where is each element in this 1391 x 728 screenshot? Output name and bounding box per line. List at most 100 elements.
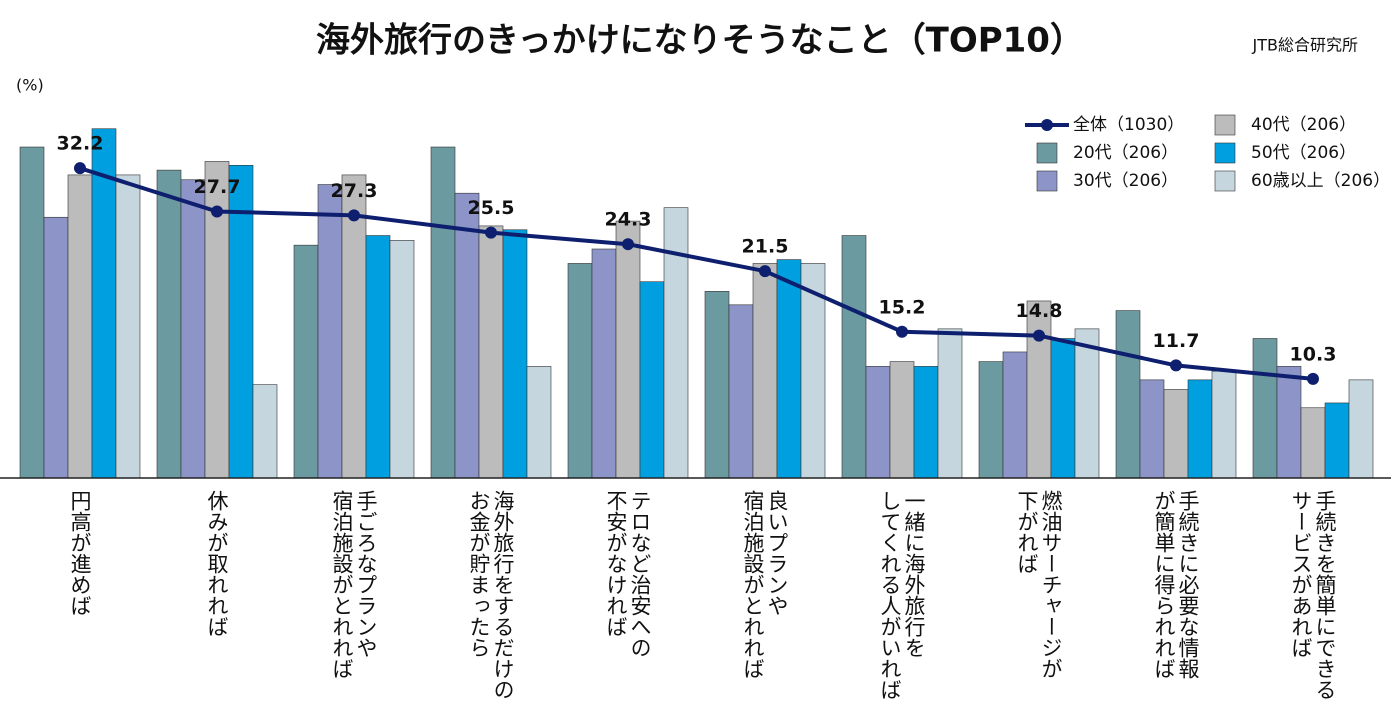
bar <box>156 169 182 479</box>
line-point <box>1170 359 1182 372</box>
legend-label: 全体（1030） <box>1073 115 1184 135</box>
bar <box>800 263 826 479</box>
bar <box>365 235 391 479</box>
bar <box>228 164 254 479</box>
bar <box>1300 407 1326 479</box>
bar <box>293 244 319 479</box>
line-point <box>1307 372 1319 385</box>
line-point <box>759 265 771 278</box>
bar <box>1050 338 1076 479</box>
x-tick-label: 手続きを簡単にできる <box>1313 490 1337 700</box>
bar <box>937 328 963 479</box>
bar <box>1163 389 1189 479</box>
bar <box>526 366 552 479</box>
x-tick-label: 休みが取れれば <box>205 490 229 637</box>
bar <box>776 259 802 479</box>
bar <box>454 192 480 479</box>
bar <box>1211 370 1237 479</box>
data-label: 21.5 <box>742 236 789 258</box>
x-tick-label: 宿泊施設がとれれば <box>741 490 765 679</box>
x-tick-label: 円高が進めば <box>68 490 92 616</box>
legend-swatch <box>1214 170 1236 192</box>
bar <box>43 216 69 479</box>
data-label: 15.2 <box>879 296 926 318</box>
bar <box>502 229 528 479</box>
bar <box>1187 379 1213 479</box>
y-axis-label: (%) <box>16 76 44 95</box>
bar <box>841 235 867 479</box>
line-point <box>211 205 223 218</box>
legend-swatch <box>1214 114 1236 136</box>
data-label: 27.7 <box>194 176 241 198</box>
bar <box>389 240 415 479</box>
legend-label: 20代（206） <box>1073 143 1178 163</box>
x-tick-label: テロなど治安への <box>628 490 652 658</box>
data-label: 11.7 <box>1153 330 1200 352</box>
x-tick-label: が簡単に得られれば <box>1152 490 1176 679</box>
data-label: 10.3 <box>1290 343 1337 365</box>
bar <box>567 263 593 479</box>
x-tick-label: 良いプランや <box>765 490 789 616</box>
bar <box>67 174 93 479</box>
bar <box>1324 402 1350 479</box>
data-label: 32.2 <box>57 133 104 155</box>
bar <box>341 174 367 479</box>
bar <box>19 146 45 479</box>
chart-title: 海外旅行のきっかけになりそうなこと（TOP10） <box>316 21 1084 61</box>
bar <box>1348 379 1374 479</box>
line-point <box>896 325 908 338</box>
x-tick-label: 一緒に海外旅行を <box>902 490 926 658</box>
bar <box>1074 328 1100 479</box>
data-label: 14.8 <box>1016 300 1063 322</box>
bar <box>1002 351 1028 479</box>
bar <box>1026 300 1052 479</box>
legend-marker <box>1041 119 1053 131</box>
bar <box>889 361 915 479</box>
line-point <box>1033 329 1045 342</box>
legend-swatch <box>1036 142 1058 164</box>
bar <box>1252 338 1278 479</box>
bar <box>317 184 343 479</box>
bar <box>91 128 117 479</box>
line-point <box>485 226 497 239</box>
bar <box>1115 310 1141 479</box>
x-tick-label: 宿泊施設がとれれば <box>330 490 354 679</box>
bar <box>180 179 206 479</box>
legend-label: 30代（206） <box>1073 171 1178 191</box>
bar <box>591 248 617 479</box>
bar <box>978 361 1004 479</box>
legend-label: 40代（206） <box>1251 115 1356 135</box>
x-tick-label: サービスがあれば <box>1289 490 1313 658</box>
source: JTB総合研究所 <box>1252 36 1358 55</box>
bar <box>1276 366 1302 479</box>
legend-swatch <box>1036 170 1058 192</box>
bar <box>639 281 665 479</box>
line <box>79 166 1314 381</box>
x-tick-label: 手ごろなプランや <box>354 490 378 658</box>
bar <box>704 291 730 479</box>
x-tick-label: 不安がなければ <box>604 490 628 637</box>
bar <box>1139 379 1165 479</box>
line-point <box>622 238 634 251</box>
line-point <box>74 162 86 175</box>
x-tick-label: 燃油サーチャージが <box>1039 490 1063 679</box>
bar <box>728 304 754 479</box>
x-tick-label: 海外旅行をするだけの <box>491 490 515 700</box>
bar <box>430 146 456 479</box>
bar <box>615 220 641 479</box>
bar <box>115 174 141 479</box>
x-tick-label: してくれる人がいれば <box>878 490 902 700</box>
bar <box>752 263 778 479</box>
legend-label: 60歳以上（206） <box>1251 171 1390 191</box>
data-label: 24.3 <box>605 209 652 231</box>
legend-swatch <box>1214 142 1236 164</box>
x-tick-label: 下がれば <box>1015 490 1039 574</box>
line-point <box>348 209 360 222</box>
bar <box>913 366 939 479</box>
x-tick-label: 手続きに必要な情報 <box>1176 490 1200 679</box>
bar <box>478 225 504 479</box>
legend-label: 50代（206） <box>1251 143 1356 163</box>
x-tick-label: お金が貯まったら <box>467 490 491 658</box>
